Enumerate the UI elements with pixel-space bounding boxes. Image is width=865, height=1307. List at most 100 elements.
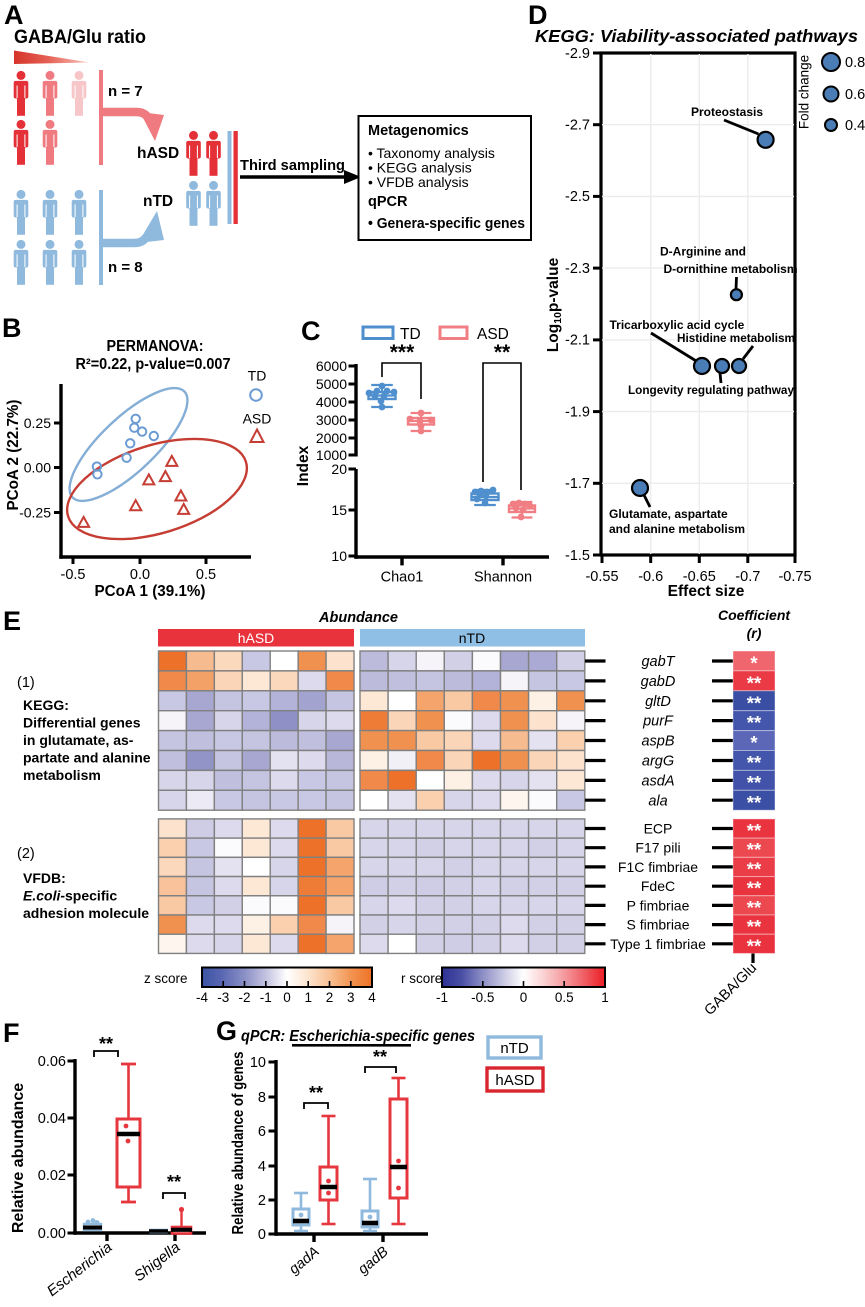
svg-text:0: 0 — [283, 990, 291, 1005]
svg-text:Differential genes: Differential genes — [23, 715, 141, 731]
svg-text:Glutamate, aspartate: Glutamate, aspartate — [609, 507, 728, 521]
svg-text:-2.1: -2.1 — [565, 333, 590, 349]
svg-text:-2: -2 — [238, 990, 250, 1005]
svg-text:Metagenomics: Metagenomics — [368, 123, 469, 139]
svg-text:0.00: 0.00 — [24, 459, 51, 475]
svg-text:KEGG: Viability-associated pat: KEGG: Viability-associated pathways — [535, 26, 858, 46]
svg-text:0.5: 0.5 — [196, 567, 216, 583]
svg-text:adhesion molecule: adhesion molecule — [23, 905, 149, 921]
svg-text:0.00: 0.00 — [38, 1226, 66, 1242]
svg-text:**: ** — [747, 820, 762, 841]
svg-text:2: 2 — [326, 990, 334, 1005]
svg-text:n = 7: n = 7 — [108, 83, 143, 100]
svg-text:0.02: 0.02 — [38, 1168, 66, 1184]
svg-text:D-Arginine and: D-Arginine and — [660, 245, 746, 259]
svg-text:***: *** — [390, 341, 415, 364]
svg-text:**: ** — [747, 878, 762, 899]
svg-text:• VFDB analysis: • VFDB analysis — [368, 174, 469, 190]
svg-text:Fold change: Fold change — [797, 55, 812, 129]
svg-text:15: 15 — [331, 502, 347, 518]
svg-text:**: ** — [309, 1083, 323, 1103]
svg-text:**: ** — [99, 1034, 113, 1054]
svg-text:1000: 1000 — [316, 447, 347, 463]
svg-text:Relative abundance of genes: Relative abundance of genes — [230, 1052, 247, 1235]
svg-text:(r): (r) — [747, 625, 762, 641]
svg-text:-1: -1 — [260, 990, 272, 1005]
svg-text:2: 2 — [258, 1193, 266, 1209]
svg-text:-0.65: -0.65 — [683, 569, 716, 585]
svg-text:-0.5: -0.5 — [61, 567, 86, 583]
svg-text:ala: ala — [648, 793, 667, 809]
svg-text:-0.7: -0.7 — [735, 569, 760, 585]
svg-text:20: 20 — [331, 461, 347, 477]
svg-text:asdA: asdA — [641, 773, 674, 789]
svg-text:10: 10 — [250, 1055, 266, 1071]
svg-text:**: ** — [747, 772, 762, 793]
svg-text:-0.75: -0.75 — [778, 569, 811, 585]
svg-text:Shannon: Shannon — [474, 570, 532, 586]
svg-text:r score: r score — [401, 971, 442, 986]
svg-text:Abundance: Abundance — [318, 610, 398, 626]
svg-text:4: 4 — [368, 990, 376, 1005]
svg-text:Tricarboxylic acid cycle: Tricarboxylic acid cycle — [610, 318, 745, 332]
svg-text:ASD: ASD — [243, 411, 272, 427]
svg-text:**: ** — [747, 692, 762, 713]
svg-text:FdeC: FdeC — [641, 878, 675, 894]
svg-text:-0.5: -0.5 — [471, 990, 494, 1005]
svg-text:**: ** — [747, 916, 762, 937]
svg-text:-0.6: -0.6 — [638, 569, 663, 585]
svg-text:0.0: 0.0 — [130, 567, 150, 583]
svg-text:*: * — [750, 652, 758, 673]
svg-text:C: C — [301, 316, 321, 346]
svg-text:1: 1 — [304, 990, 312, 1005]
svg-text:z score: z score — [144, 971, 188, 986]
svg-text:3: 3 — [347, 990, 355, 1005]
svg-text:GABA/Glu ratio: GABA/Glu ratio — [14, 27, 146, 48]
svg-text:-2.9: -2.9 — [565, 46, 590, 62]
svg-text:Chao1: Chao1 — [381, 570, 424, 586]
svg-text:ECP: ECP — [644, 821, 673, 837]
svg-text:and alanine metabolism: and alanine metabolism — [609, 522, 745, 536]
svg-text:PCoA 1 (39.1%): PCoA 1 (39.1%) — [95, 583, 206, 600]
svg-text:**: ** — [747, 672, 762, 693]
svg-text:10: 10 — [331, 548, 347, 564]
svg-text:Proteostasis: Proteostasis — [691, 105, 763, 119]
svg-text:0: 0 — [520, 990, 528, 1005]
svg-text:Coefficient: Coefficient — [718, 607, 791, 623]
svg-text:S fimbriae: S fimbriae — [626, 917, 689, 933]
svg-text:3000: 3000 — [316, 412, 347, 428]
svg-text:aspB: aspB — [641, 734, 674, 750]
svg-text:F17 pili: F17 pili — [635, 840, 680, 856]
svg-text:P fimbriae: P fimbriae — [627, 897, 690, 913]
svg-text:E: E — [3, 606, 21, 636]
svg-text:-0.25: -0.25 — [19, 504, 51, 520]
svg-text:Index: Index — [295, 445, 312, 486]
svg-text:-1.7: -1.7 — [565, 476, 590, 492]
svg-text:D-ornithine metabolism: D-ornithine metabolism — [664, 262, 798, 276]
svg-text:**: ** — [494, 341, 511, 364]
svg-text:nTD: nTD — [143, 193, 173, 210]
svg-text:**: ** — [747, 712, 762, 733]
svg-text:gabD: gabD — [641, 674, 676, 690]
svg-text:5000: 5000 — [316, 376, 347, 392]
svg-text:• KEGG analysis: • KEGG analysis — [368, 160, 472, 176]
svg-text:-1: -1 — [436, 990, 448, 1005]
svg-text:2000: 2000 — [316, 430, 347, 446]
svg-text:Effect size: Effect size — [668, 583, 745, 600]
svg-text:0.04: 0.04 — [38, 1111, 66, 1127]
svg-text:PERMANOVA:: PERMANOVA: — [107, 338, 204, 355]
svg-text:qPCR: qPCR — [368, 194, 408, 210]
svg-text:0: 0 — [258, 1227, 266, 1243]
svg-text:E.coli-specific: E.coli-specific — [23, 888, 117, 904]
svg-text:R²=0.22, p-value=0.007: R²=0.22, p-value=0.007 — [76, 356, 231, 373]
svg-text:**: ** — [747, 897, 762, 918]
svg-text:hASD: hASD — [495, 1072, 534, 1089]
svg-text:-2.5: -2.5 — [565, 189, 590, 205]
svg-text:Log10p-value: Log10p-value — [545, 257, 564, 352]
svg-text:qPCR: Escherichia-specific gen: qPCR: Escherichia-specific genes — [241, 1028, 475, 1045]
svg-text:TD: TD — [248, 368, 267, 384]
svg-text:Histidine metabolism: Histidine metabolism — [677, 331, 795, 345]
svg-text:**: ** — [747, 839, 762, 860]
svg-text:-4: -4 — [196, 990, 208, 1005]
svg-text:A: A — [4, 0, 24, 30]
